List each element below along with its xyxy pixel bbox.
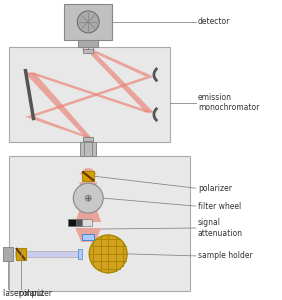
Polygon shape <box>79 182 97 194</box>
Bar <box>82 234 94 240</box>
Bar <box>8 47 170 142</box>
Bar <box>82 171 94 181</box>
Text: laser input: laser input <box>3 289 44 298</box>
Circle shape <box>77 11 99 33</box>
Text: emission
monochromator: emission monochromator <box>198 93 259 112</box>
Polygon shape <box>85 49 154 77</box>
Bar <box>8 156 190 291</box>
Polygon shape <box>27 77 154 116</box>
Circle shape <box>73 183 103 213</box>
Text: polarizer: polarizer <box>198 184 232 193</box>
Bar <box>76 219 82 226</box>
Polygon shape <box>27 73 154 112</box>
Bar <box>78 40 98 47</box>
Bar <box>83 49 93 53</box>
Text: detector: detector <box>198 17 230 26</box>
Bar <box>82 219 92 226</box>
Bar <box>15 251 80 257</box>
Bar <box>64 4 112 40</box>
Polygon shape <box>25 73 91 137</box>
Text: signal
attenuation: signal attenuation <box>198 218 243 238</box>
Bar <box>83 137 93 141</box>
Bar <box>3 247 13 261</box>
Polygon shape <box>85 49 154 112</box>
Polygon shape <box>75 228 101 242</box>
Bar <box>78 249 82 259</box>
Circle shape <box>85 195 91 201</box>
Text: sample holder: sample holder <box>198 251 252 260</box>
Text: polarizer: polarizer <box>19 289 52 298</box>
Polygon shape <box>25 116 91 137</box>
Bar <box>68 219 76 226</box>
Bar <box>16 248 25 260</box>
Circle shape <box>89 235 127 273</box>
Text: filter wheel: filter wheel <box>198 202 241 211</box>
Polygon shape <box>79 168 97 174</box>
Bar <box>80 142 96 156</box>
Polygon shape <box>75 202 101 222</box>
